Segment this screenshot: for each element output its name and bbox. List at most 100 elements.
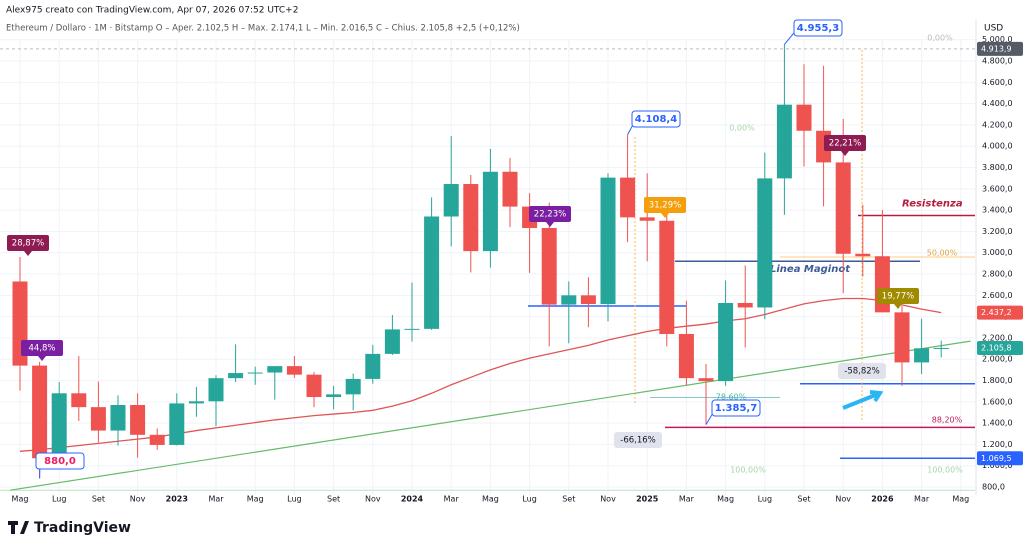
x-tick-label: Lug: [287, 495, 301, 504]
x-tick-label: Set: [562, 495, 575, 504]
candle-body: [698, 378, 714, 382]
x-tick-label: Mag: [12, 495, 29, 504]
candle-body: [404, 328, 420, 330]
x-tick-label: Mar: [679, 495, 695, 504]
candle-body: [933, 347, 949, 349]
price-tag: [977, 340, 1023, 355]
y-axis-label: USD: [984, 24, 1003, 34]
candle-body: [169, 403, 185, 445]
x-tick-label: Set: [327, 495, 340, 504]
candle-body: [482, 171, 498, 252]
x-tick-label: Mar: [444, 495, 460, 504]
x-tick-label: 2025: [636, 495, 659, 504]
note-label: -66,16%: [620, 436, 655, 446]
logo-icon: [8, 521, 29, 534]
badge-pointer: [24, 251, 32, 256]
y-tick-label: 800,0: [982, 483, 1005, 492]
candle-body: [600, 177, 616, 305]
fib-label: 88,20%: [932, 416, 963, 425]
badge-label: 22,21%: [829, 139, 861, 149]
badge-label: 44,8%: [28, 344, 55, 354]
x-tick-label: Mag: [247, 495, 264, 504]
fib-label: 50,00%: [927, 249, 958, 258]
y-tick-label: 1.400,0: [982, 419, 1013, 428]
y-tick-label: 1.000,0: [982, 461, 1013, 470]
candle-body: [659, 220, 675, 334]
x-tick-label: Nov: [130, 495, 146, 504]
badge: [877, 288, 919, 304]
badge-label: 22,23%: [534, 210, 566, 220]
chart-title: Alex975 creato con TradingView.com, Apr …: [6, 6, 298, 16]
price-tag-label: 4.913,9: [981, 44, 1012, 53]
badge-label: 28,87%: [12, 239, 44, 249]
y-tick-label: 1.800,0: [982, 376, 1013, 385]
candle-body: [502, 171, 518, 207]
x-tick-label: Lug: [52, 495, 66, 504]
price-tag: [977, 451, 1023, 466]
candle-body: [796, 104, 812, 131]
y-tick-label: 3.800,0: [982, 163, 1013, 172]
x-tick-label: Mag: [717, 495, 734, 504]
badge: [824, 135, 866, 151]
x-tick-label: Mag: [952, 495, 969, 504]
candle-body: [286, 366, 302, 375]
badge: [644, 197, 686, 213]
x-tick-label: Nov: [365, 495, 381, 504]
y-tick-label: 1.200,0: [982, 440, 1013, 449]
candle-body: [718, 302, 734, 382]
x-tick-label: Mag: [482, 495, 499, 504]
x-tick-label: Mar: [208, 495, 224, 504]
candle-body: [620, 177, 636, 218]
y-tick-label: 3.600,0: [982, 184, 1013, 193]
badge-pointer: [38, 356, 46, 361]
y-tick-label: 4.000,0: [982, 142, 1013, 151]
candle-body: [424, 216, 440, 329]
badge-label: 31,29%: [649, 201, 681, 211]
x-tick-label: Mar: [914, 495, 930, 504]
y-tick-label: 4.800,0: [982, 57, 1013, 66]
y-tick-label: 5.000,0: [982, 35, 1013, 44]
candle-body: [228, 373, 244, 379]
callout-label: 4.108,4: [635, 114, 677, 125]
price-tag-label: 1.069,5: [981, 454, 1012, 463]
x-tick-label: 2024: [401, 495, 424, 504]
fib-label: 100,00%: [730, 466, 766, 475]
note-box: [838, 363, 886, 379]
candle-body: [835, 162, 851, 254]
candle-body: [894, 312, 910, 363]
candle-body: [678, 333, 694, 379]
price-tag: [977, 41, 1023, 56]
y-tick-label: 2.200,0: [982, 333, 1013, 342]
callout-label: 880,0: [44, 456, 76, 467]
badge-pointer: [661, 213, 669, 218]
brand: TradingView: [34, 520, 131, 536]
level-name: Resistenza: [902, 198, 963, 209]
x-tick-label: Nov: [600, 495, 616, 504]
fib-label: 0,00%: [729, 124, 755, 133]
callout-box: [793, 19, 843, 37]
candle-body: [208, 378, 224, 402]
candle-body: [110, 405, 126, 431]
x-tick-label: Nov: [835, 495, 851, 504]
candle-body: [855, 253, 871, 257]
price-tag-label: 2.105,8: [981, 343, 1012, 352]
candle-body: [580, 295, 596, 305]
candle-body: [326, 394, 342, 398]
candle-body: [130, 405, 146, 435]
candle-body: [914, 348, 930, 363]
badge-label: 19,77%: [882, 292, 914, 302]
candle-body: [188, 401, 204, 404]
y-tick-label: 2.600,0: [982, 291, 1013, 300]
chart-subtitle: Ethereum / Dollaro · 1M · Bitstamp O – A…: [6, 24, 520, 34]
y-tick-label: 2.800,0: [982, 270, 1013, 279]
arrow: [842, 390, 884, 410]
candle-body: [365, 353, 381, 379]
candle-body: [639, 217, 655, 221]
badge: [529, 206, 571, 222]
price-tag-label: 2.437,2: [981, 308, 1012, 317]
y-tick-label: 3.000,0: [982, 248, 1013, 257]
x-tick-label: Lug: [758, 495, 772, 504]
badge: [7, 235, 49, 251]
